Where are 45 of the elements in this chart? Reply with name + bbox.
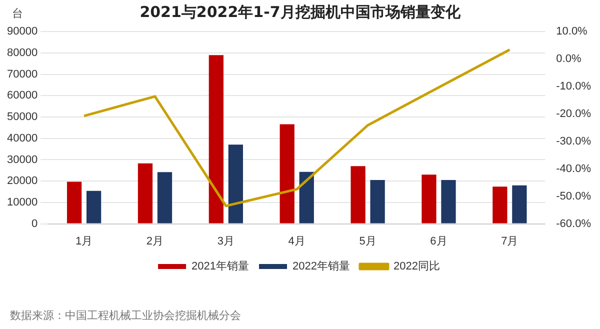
bar <box>138 163 153 224</box>
x-tick-label: 5月 <box>359 235 376 248</box>
y2-tick-label: -50.0% <box>556 190 592 202</box>
source-note: 数据来源：中国工程机械工业协会挖掘机械分会 <box>10 308 241 323</box>
legend-label: 2022同比 <box>393 260 440 273</box>
y-tick-label: 90000 <box>6 26 38 38</box>
x-tick-label: 1月 <box>75 235 93 248</box>
y-tick-label: 0 <box>31 218 38 230</box>
y-tick-label: 40000 <box>6 132 38 144</box>
y2-tick-label: 0.0% <box>556 53 582 66</box>
y2-tick-label: -30.0% <box>556 135 592 148</box>
y2-tick-label: 10.0% <box>556 26 588 38</box>
y2-tick-label: -40.0% <box>556 162 592 175</box>
bar <box>441 180 456 224</box>
x-tick-label: 4月 <box>288 235 306 248</box>
bar <box>492 186 508 224</box>
x-tick-label: 6月 <box>430 235 448 248</box>
y-tick-label: 20000 <box>6 175 38 188</box>
bar <box>280 124 294 224</box>
y-tick-label: 10000 <box>6 196 38 208</box>
chart-title: 2021与2022年1-7月挖掘机中国市场销量变化 <box>140 3 460 21</box>
y2-tick-label: -20.0% <box>556 108 592 120</box>
bar <box>66 182 82 224</box>
y-tick-label: 50000 <box>6 111 38 124</box>
y-tick-label: 30000 <box>6 154 38 166</box>
bar <box>422 174 436 224</box>
y2-tick-label: -60.0% <box>556 218 592 230</box>
y-tick-label: 60000 <box>6 90 38 102</box>
y-tick-label: 70000 <box>6 68 38 80</box>
legend-label: 2021年销量 <box>192 260 250 273</box>
bar <box>512 185 527 224</box>
bar <box>86 190 102 224</box>
bar <box>350 166 366 224</box>
x-tick-label: 7月 <box>501 235 518 248</box>
bar <box>208 55 224 224</box>
x-tick-label: 2月 <box>146 235 164 248</box>
bar <box>157 172 172 224</box>
y2-tick-label: -10.0% <box>556 80 592 93</box>
legend-label: 2022年销量 <box>292 260 350 273</box>
bar <box>228 144 243 224</box>
x-tick-label: 3月 <box>217 235 234 248</box>
y-tick-label: 80000 <box>6 46 38 59</box>
bar <box>370 180 385 224</box>
y-axis-title: 台 <box>12 6 23 21</box>
bar <box>299 172 314 224</box>
